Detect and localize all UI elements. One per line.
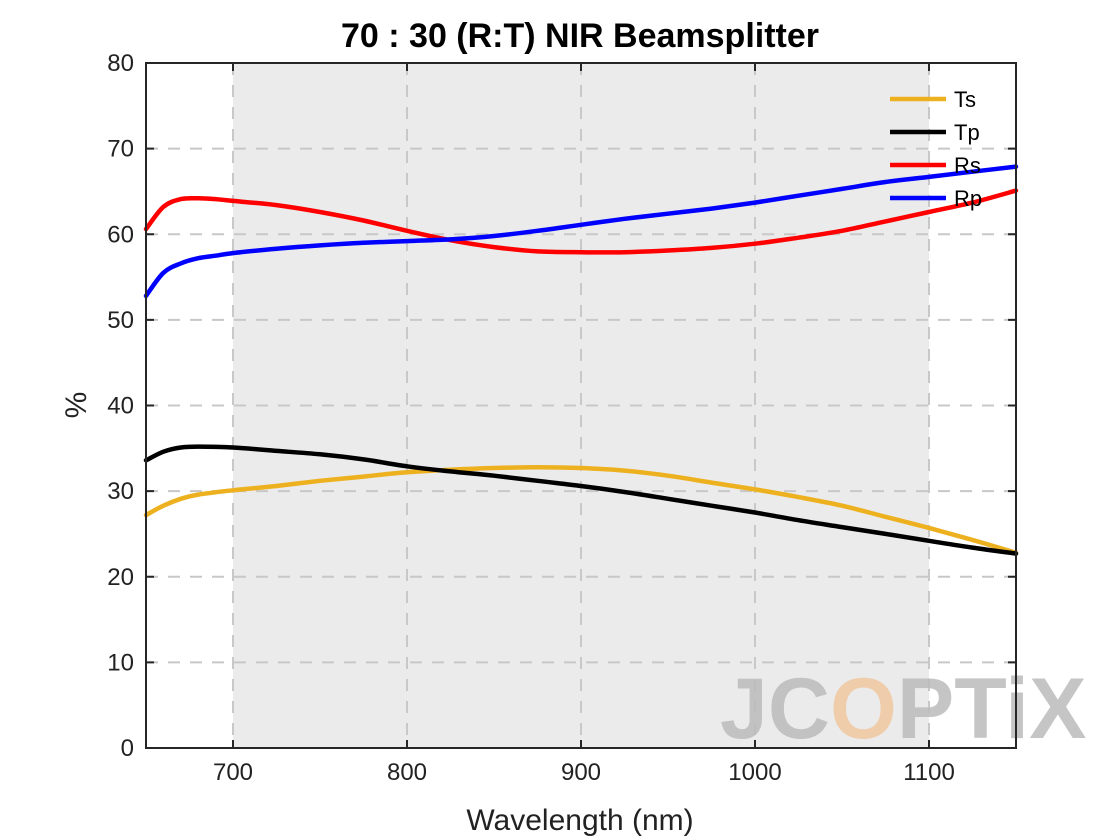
- series-line-rp: [143, 164, 1019, 299]
- watermark-logo: JCOPTiX: [720, 661, 1086, 757]
- y-tick-label: 40: [107, 393, 134, 420]
- legend: Ts Tp Rs Rp: [890, 87, 982, 211]
- y-axis-ticks: 0 10 20 30 40 50 60 70 80: [107, 50, 1016, 762]
- x-tick-label: 1100: [903, 759, 955, 786]
- y-axis-label: %: [60, 392, 93, 419]
- x-tick-label: 1000: [728, 759, 781, 786]
- series-line-ts: [143, 464, 1019, 556]
- y-tick-label: 60: [107, 221, 134, 248]
- series-line-tp: [143, 444, 1019, 556]
- legend-label-ts: Ts: [954, 87, 976, 112]
- series-layer: [143, 164, 1019, 556]
- x-tick-label: 900: [561, 759, 601, 786]
- chart-title: 70 : 30 (R:T) NIR Beamsplitter: [341, 17, 819, 55]
- x-axis-label: Wavelength (nm): [466, 804, 693, 837]
- y-tick-label: 0: [121, 735, 134, 762]
- legend-label-rp: Rp: [954, 186, 982, 211]
- x-tick-label: 800: [387, 759, 427, 786]
- x-tick-label: 700: [213, 759, 253, 786]
- y-tick-label: 10: [107, 649, 134, 676]
- x-axis-ticks: 700 800 900 1000 1100: [213, 63, 955, 786]
- y-tick-label: 20: [107, 564, 134, 591]
- y-tick-label: 80: [107, 50, 134, 77]
- y-tick-label: 50: [107, 307, 134, 334]
- y-tick-label: 70: [107, 136, 134, 163]
- y-tick-label: 30: [107, 478, 134, 505]
- legend-label-tp: Tp: [954, 120, 980, 145]
- legend-label-rs: Rs: [954, 153, 981, 178]
- series-line-rs: [143, 188, 1019, 255]
